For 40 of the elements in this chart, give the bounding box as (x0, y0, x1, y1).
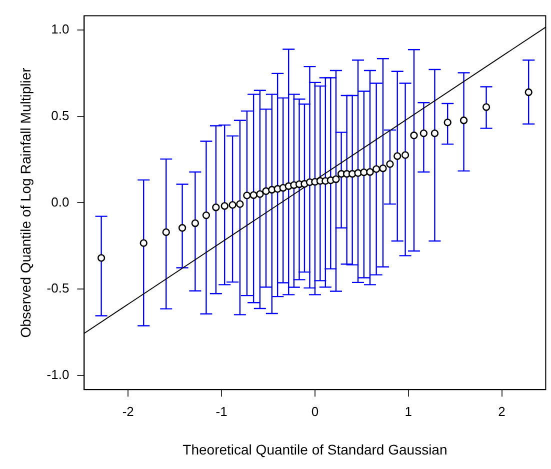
point (162, 228, 170, 236)
point (372, 165, 380, 173)
y-tick-label: 1.0 (51, 22, 70, 37)
point (228, 201, 236, 209)
x-tick-label: 2 (498, 404, 506, 419)
point (444, 118, 452, 126)
point (482, 103, 490, 111)
point (250, 191, 258, 199)
point (243, 192, 251, 200)
point (420, 129, 428, 138)
point (379, 164, 387, 172)
point (191, 219, 200, 228)
point (386, 160, 394, 168)
x-tick-label: 1 (404, 404, 412, 419)
point (212, 204, 220, 212)
point (401, 151, 410, 159)
point (256, 190, 264, 198)
point (430, 129, 439, 138)
point (178, 224, 186, 232)
point (366, 168, 374, 176)
point (394, 152, 402, 160)
point (360, 168, 368, 176)
y-axis-title: Observed Quantile of Log Rainfall Multiplier (17, 67, 34, 338)
y-tick-label: 0.0 (51, 194, 70, 210)
x-tick-label: 0 (311, 404, 319, 419)
point (460, 116, 468, 124)
y-tick-label: -0.5 (46, 280, 70, 296)
x-axis-title: Theoretical Quantile of Standard Gaussian (182, 441, 448, 458)
point (236, 200, 244, 208)
x-tick-label: -2 (122, 404, 134, 419)
y-tick-label: -1.0 (46, 366, 70, 382)
point (524, 88, 532, 96)
point (410, 132, 418, 140)
y-tick-label: 0.5 (51, 108, 70, 123)
point (220, 202, 228, 210)
point (332, 175, 340, 184)
point (202, 211, 210, 220)
x-tick-label: -1 (216, 404, 228, 419)
point (97, 254, 106, 262)
point (140, 239, 148, 247)
